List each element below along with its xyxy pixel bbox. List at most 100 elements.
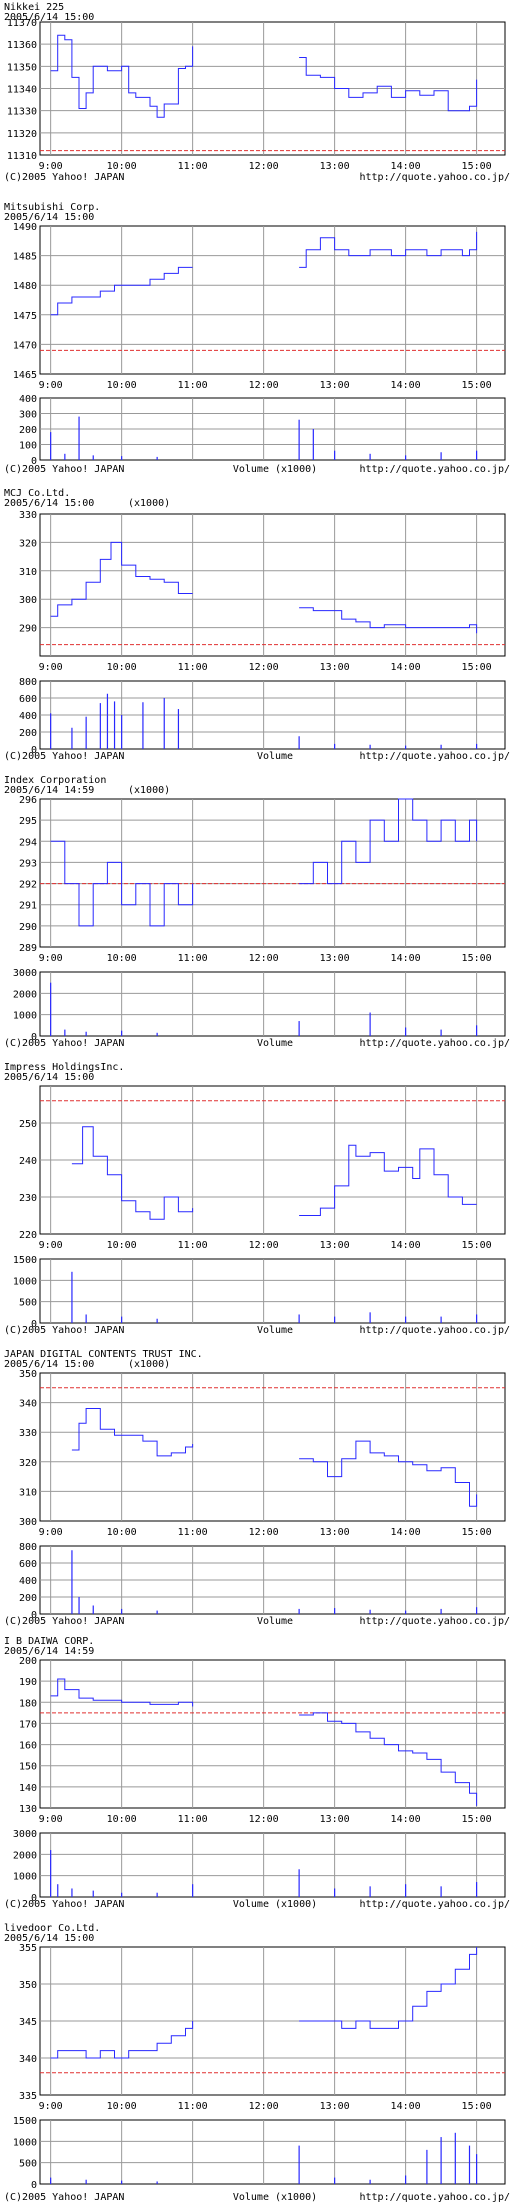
y-tick-label: 290 bbox=[19, 624, 37, 635]
volume-y-tick-label: 0 bbox=[31, 1319, 37, 1330]
volume-y-tick-label: 3000 bbox=[13, 1829, 37, 1840]
y-tick-label: 320 bbox=[19, 1458, 37, 1469]
y-tick-label: 11340 bbox=[7, 85, 37, 96]
x-tick-label: 11:00 bbox=[178, 2101, 208, 2112]
chart-title: Index Corporation bbox=[4, 775, 106, 786]
x-tick-label: 14:00 bbox=[391, 1527, 421, 1538]
x-tick-label: 12:00 bbox=[249, 1814, 279, 1825]
source-url: http://quote.yahoo.co.jp/ bbox=[359, 172, 510, 183]
chart-title: Impress HoldingsInc. bbox=[4, 1062, 124, 1073]
volume-y-tick-label: 1000 bbox=[13, 1276, 37, 1287]
chart-datetime: 2005/6/14 15:00 bbox=[4, 12, 94, 23]
price-line-session-2 bbox=[299, 231, 478, 268]
y-tick-label: 345 bbox=[19, 2017, 37, 2028]
x-tick-label: 11:00 bbox=[178, 1814, 208, 1825]
x-tick-label: 9:00 bbox=[39, 380, 63, 391]
x-tick-label: 13:00 bbox=[320, 1240, 350, 1251]
price-line-session-2 bbox=[299, 798, 478, 885]
x-tick-label: 9:00 bbox=[39, 953, 63, 964]
volume-label: Volume (x1000) bbox=[233, 2192, 317, 2203]
chart-title: I B DAIWA CORP. bbox=[4, 1636, 94, 1647]
chart-multiplier: (x1000) bbox=[128, 1359, 170, 1370]
y-tick-label: 130 bbox=[19, 1804, 37, 1815]
x-tick-label: 12:00 bbox=[249, 161, 279, 172]
chart-datetime: 2005/6/14 15:00 bbox=[4, 1359, 94, 1370]
y-tick-label: 11350 bbox=[7, 62, 37, 73]
x-tick-label: 12:00 bbox=[249, 1527, 279, 1538]
y-tick-label: 250 bbox=[19, 1119, 37, 1130]
y-tick-label: 11330 bbox=[7, 107, 37, 118]
source-url: http://quote.yahoo.co.jp/ bbox=[359, 1325, 510, 1336]
x-tick-label: 11:00 bbox=[178, 662, 208, 673]
x-tick-label: 10:00 bbox=[107, 662, 137, 673]
source-url: http://quote.yahoo.co.jp/ bbox=[359, 1899, 510, 1910]
y-tick-label: 11360 bbox=[7, 40, 37, 51]
y-tick-label: 290 bbox=[19, 922, 37, 933]
price-line-session-2 bbox=[299, 1947, 478, 2029]
x-tick-label: 14:00 bbox=[391, 1240, 421, 1251]
volume-plot-frame bbox=[39, 1258, 506, 1324]
volume-y-tick-label: 0 bbox=[31, 745, 37, 756]
y-tick-label: 11310 bbox=[7, 151, 37, 162]
chart-datetime: 2005/6/14 15:00 bbox=[4, 498, 94, 509]
x-tick-label: 11:00 bbox=[178, 380, 208, 391]
y-tick-label: 335 bbox=[19, 2091, 37, 2102]
x-tick-label: 15:00 bbox=[462, 161, 492, 172]
x-tick-label: 15:00 bbox=[462, 380, 492, 391]
x-tick-label: 11:00 bbox=[178, 1527, 208, 1538]
y-tick-label: 330 bbox=[19, 1428, 37, 1439]
chart-title: Nikkei 225 bbox=[4, 2, 64, 13]
x-tick-label: 15:00 bbox=[462, 953, 492, 964]
copyright-text: (C)2005 Yahoo! JAPAN bbox=[4, 172, 124, 183]
y-tick-label: 1480 bbox=[13, 281, 37, 292]
y-tick-label: 180 bbox=[19, 1698, 37, 1709]
y-tick-label: 190 bbox=[19, 1677, 37, 1688]
y-tick-label: 1490 bbox=[13, 222, 37, 233]
chart-title: MCJ Co.Ltd. bbox=[4, 488, 70, 499]
x-tick-label: 13:00 bbox=[320, 662, 350, 673]
x-tick-label: 11:00 bbox=[178, 161, 208, 172]
volume-y-tick-label: 0 bbox=[31, 2180, 37, 2191]
x-tick-label: 9:00 bbox=[39, 2101, 63, 2112]
volume-y-tick-label: 0 bbox=[31, 1893, 37, 1904]
volume-y-tick-label: 200 bbox=[19, 728, 37, 739]
y-tick-label: 230 bbox=[19, 1193, 37, 1204]
y-tick-label: 300 bbox=[19, 595, 37, 606]
x-tick-label: 9:00 bbox=[39, 1527, 63, 1538]
y-tick-label: 170 bbox=[19, 1719, 37, 1730]
y-tick-label: 11370 bbox=[7, 18, 37, 29]
price-plot-frame bbox=[39, 1372, 506, 1522]
x-tick-label: 15:00 bbox=[462, 1814, 492, 1825]
volume-y-tick-label: 2000 bbox=[13, 1850, 37, 1861]
volume-y-tick-label: 3000 bbox=[13, 968, 37, 979]
x-tick-label: 13:00 bbox=[320, 1527, 350, 1538]
chart-title: Mitsubishi Corp. bbox=[4, 202, 100, 213]
chart-datetime: 2005/6/14 15:00 bbox=[4, 212, 94, 223]
volume-y-tick-label: 500 bbox=[19, 2159, 37, 2170]
volume-y-tick-label: 1000 bbox=[13, 2137, 37, 2148]
price-line-session-1 bbox=[50, 1678, 194, 1707]
copyright-text: (C)2005 Yahoo! JAPAN bbox=[4, 751, 124, 762]
y-tick-label: 11320 bbox=[7, 129, 37, 140]
y-tick-label: 330 bbox=[19, 510, 37, 521]
chart-multiplier: (x1000) bbox=[128, 785, 170, 796]
volume-label: Volume (x1000) bbox=[233, 1899, 317, 1910]
y-tick-label: 1470 bbox=[13, 340, 37, 351]
volume-y-tick-label: 0 bbox=[31, 456, 37, 467]
x-tick-label: 15:00 bbox=[462, 1527, 492, 1538]
y-tick-label: 160 bbox=[19, 1741, 37, 1752]
chart-title: JAPAN DIGITAL CONTENTS TRUST INC. bbox=[4, 1349, 203, 1360]
x-tick-label: 10:00 bbox=[107, 2101, 137, 2112]
source-url: http://quote.yahoo.co.jp/ bbox=[359, 2192, 510, 2203]
volume-label: Volume bbox=[257, 751, 293, 762]
x-tick-label: 10:00 bbox=[107, 1814, 137, 1825]
x-tick-label: 10:00 bbox=[107, 1240, 137, 1251]
volume-y-tick-label: 200 bbox=[19, 425, 37, 436]
volume-y-tick-label: 800 bbox=[19, 677, 37, 688]
volume-label: Volume bbox=[257, 1038, 293, 1049]
price-line-session-1 bbox=[71, 1408, 194, 1457]
x-tick-label: 9:00 bbox=[39, 662, 63, 673]
volume-y-tick-label: 1500 bbox=[13, 1255, 37, 1266]
price-line-session-1 bbox=[50, 2021, 194, 2059]
